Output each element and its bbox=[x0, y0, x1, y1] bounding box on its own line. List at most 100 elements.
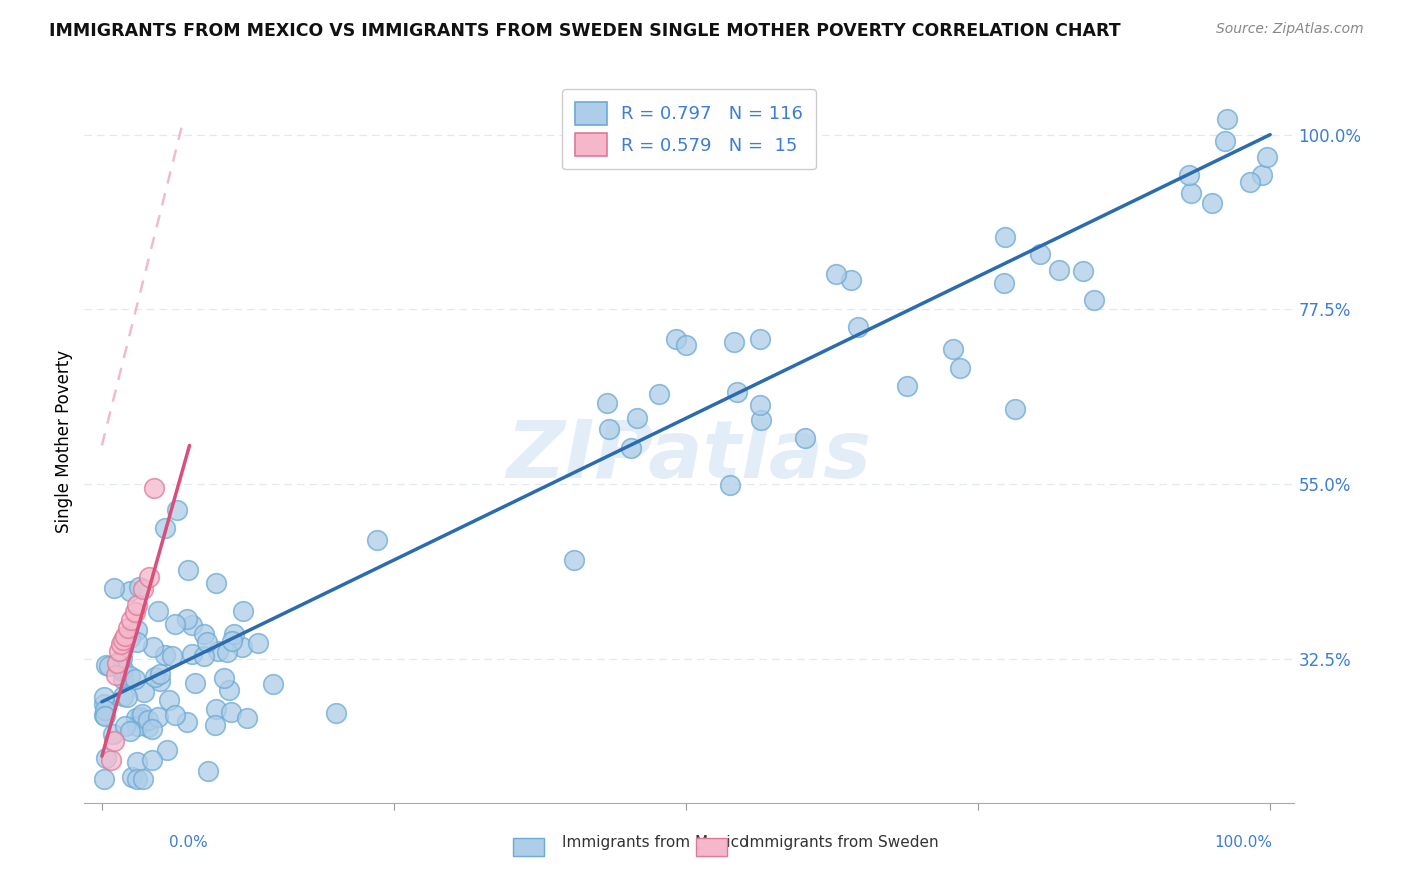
Point bbox=[112, 672, 135, 686]
Point bbox=[131, 707, 153, 722]
Point bbox=[725, 384, 748, 399]
Point bbox=[236, 711, 259, 725]
Point bbox=[181, 618, 204, 632]
Point bbox=[218, 682, 240, 697]
Point bbox=[115, 690, 138, 704]
Point bbox=[118, 631, 141, 645]
Point bbox=[96, 657, 118, 672]
Point bbox=[160, 648, 183, 663]
Point bbox=[93, 697, 115, 711]
Point bbox=[149, 673, 172, 688]
Point bbox=[846, 320, 869, 334]
Point bbox=[221, 705, 243, 719]
Point bbox=[93, 703, 115, 717]
Point bbox=[105, 656, 128, 670]
Point bbox=[120, 584, 142, 599]
Point bbox=[103, 582, 125, 596]
Point bbox=[111, 632, 134, 647]
Point bbox=[1216, 112, 1239, 127]
Point bbox=[325, 706, 347, 720]
Point bbox=[222, 626, 245, 640]
Point bbox=[104, 667, 127, 681]
Point bbox=[1251, 168, 1274, 182]
Point bbox=[141, 722, 163, 736]
Point bbox=[166, 503, 188, 517]
Point bbox=[665, 332, 688, 346]
Point bbox=[117, 621, 139, 635]
Point bbox=[1239, 175, 1261, 189]
Point bbox=[598, 422, 620, 436]
Point bbox=[118, 724, 141, 739]
Point bbox=[120, 668, 142, 682]
Point bbox=[1178, 168, 1201, 182]
Point bbox=[839, 272, 862, 286]
Point bbox=[1047, 263, 1070, 277]
Point bbox=[127, 755, 149, 769]
Point bbox=[184, 676, 207, 690]
Point bbox=[114, 719, 136, 733]
Point bbox=[156, 742, 179, 756]
Point bbox=[94, 708, 117, 723]
Point bbox=[125, 711, 148, 725]
Point bbox=[149, 667, 172, 681]
Point bbox=[141, 753, 163, 767]
Point bbox=[596, 395, 619, 409]
Legend: R = 0.797   N = 116, R = 0.579   N =  15: R = 0.797 N = 116, R = 0.579 N = 15 bbox=[562, 89, 815, 169]
Text: 100.0%: 100.0% bbox=[1215, 836, 1272, 850]
Point bbox=[93, 690, 115, 704]
Point bbox=[207, 644, 229, 658]
Point bbox=[121, 770, 143, 784]
Point bbox=[100, 753, 122, 767]
Point bbox=[626, 411, 648, 425]
Point bbox=[749, 398, 772, 412]
Point bbox=[1083, 293, 1105, 307]
Point bbox=[93, 772, 115, 786]
Point bbox=[142, 640, 165, 655]
Point bbox=[146, 710, 169, 724]
Point bbox=[197, 764, 219, 778]
Point bbox=[129, 709, 152, 723]
Point bbox=[896, 379, 918, 393]
Y-axis label: Single Mother Poverty: Single Mother Poverty bbox=[55, 350, 73, 533]
Point bbox=[125, 772, 148, 787]
Point bbox=[1201, 196, 1223, 211]
Point bbox=[193, 627, 215, 641]
Point bbox=[620, 442, 643, 456]
Point bbox=[749, 413, 772, 427]
Point bbox=[1004, 401, 1026, 416]
Point bbox=[562, 553, 585, 567]
Point bbox=[120, 613, 142, 627]
Point bbox=[949, 361, 972, 376]
Point bbox=[205, 575, 228, 590]
Point bbox=[153, 648, 176, 662]
Point bbox=[195, 635, 218, 649]
Point bbox=[1180, 186, 1202, 201]
Point bbox=[111, 690, 134, 704]
Point bbox=[942, 343, 965, 357]
Point bbox=[125, 598, 148, 612]
Point bbox=[127, 623, 149, 637]
Point bbox=[94, 750, 117, 764]
Point bbox=[98, 659, 121, 673]
Point bbox=[212, 671, 235, 685]
Point bbox=[1256, 150, 1278, 164]
Point bbox=[93, 707, 115, 722]
Point bbox=[723, 334, 745, 349]
Point bbox=[993, 276, 1015, 290]
Point bbox=[132, 772, 155, 787]
Point bbox=[128, 580, 150, 594]
Point bbox=[136, 720, 159, 734]
Point bbox=[153, 520, 176, 534]
Point bbox=[648, 387, 671, 401]
Point bbox=[148, 604, 170, 618]
Point bbox=[132, 582, 155, 596]
Point bbox=[1213, 134, 1236, 148]
Point bbox=[163, 707, 186, 722]
Point bbox=[136, 713, 159, 727]
Point bbox=[366, 533, 388, 547]
Point bbox=[1029, 246, 1052, 260]
Point bbox=[205, 702, 228, 716]
Point bbox=[110, 636, 132, 650]
Point bbox=[749, 332, 772, 346]
Point bbox=[134, 685, 156, 699]
